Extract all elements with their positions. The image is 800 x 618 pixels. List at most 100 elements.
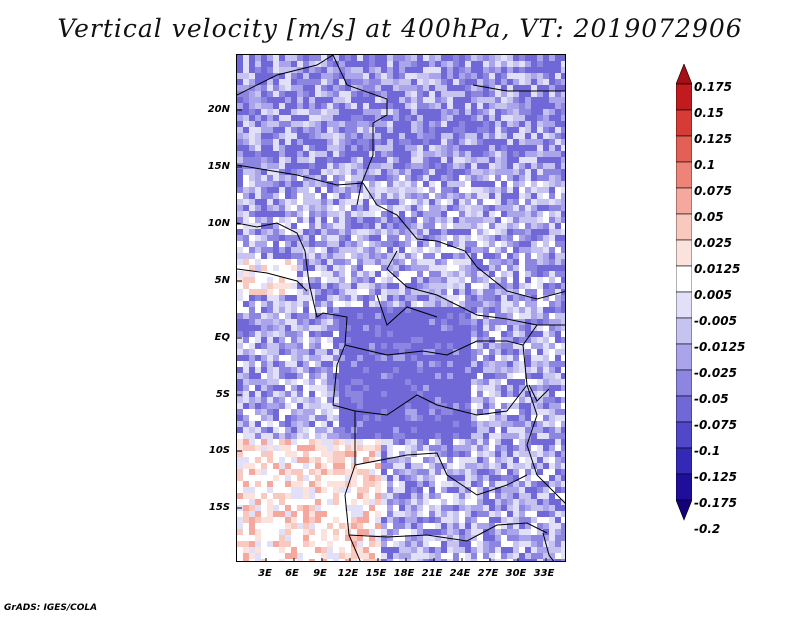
field-cell [327,133,333,139]
field-cell [249,175,255,181]
field-cell [429,325,435,331]
lon-label-18e: 18E [393,568,415,579]
field-cell [267,61,273,67]
field-cell [525,55,531,61]
field-cell [309,55,315,61]
field-cell [441,67,447,73]
field-cell [345,445,351,451]
field-cell [417,241,423,247]
field-cell [273,133,279,139]
field-cell [459,103,465,109]
field-cell [357,487,363,493]
field-cell [321,181,327,187]
field-cell [399,505,405,511]
field-cell [375,415,381,421]
field-cell [417,547,423,553]
field-cell [351,199,357,205]
field-cell [363,211,369,217]
field-cell [483,91,489,97]
field-cell [555,109,561,115]
field-cell [405,439,411,445]
field-cell [555,547,561,553]
field-cell [255,445,261,451]
field-cell [549,301,555,307]
field-cell [405,73,411,79]
field-cell [249,523,255,529]
field-cell [495,151,501,157]
field-cell [429,313,435,319]
field-cell [321,301,327,307]
field-cell [555,73,561,79]
field-cell [549,391,555,397]
field-cell [495,67,501,73]
field-cell [549,367,555,373]
field-cell [381,499,387,505]
field-cell [507,127,513,133]
field-cell [393,511,399,517]
field-cell [285,169,291,175]
field-cell [465,259,471,265]
field-cell [411,193,417,199]
field-cell [549,415,555,421]
field-cell [321,361,327,367]
field-cell [537,55,543,61]
field-cell [261,451,267,457]
field-cell [387,103,393,109]
field-cell [339,427,345,433]
field-cell [453,361,459,367]
field-cell [537,559,543,561]
field-cell [327,439,333,445]
field-cell [513,331,519,337]
field-cell [459,451,465,457]
field-cell [249,499,255,505]
field-cell [429,139,435,145]
field-cell [363,55,369,61]
field-cell [381,175,387,181]
field-cell [387,151,393,157]
field-cell [477,211,483,217]
field-cell [387,127,393,133]
field-cell [447,67,453,73]
field-cell [369,151,375,157]
field-cell [381,337,387,343]
field-cell [465,73,471,79]
field-cell [363,445,369,451]
field-cell [507,343,513,349]
field-cell [435,265,441,271]
field-cell [243,367,249,373]
field-cell [483,265,489,271]
field-cell [363,283,369,289]
field-cell [405,541,411,547]
field-cell [387,247,393,253]
field-cell [261,211,267,217]
field-cell [309,223,315,229]
field-cell [453,313,459,319]
field-cell [537,547,543,553]
field-cell [411,337,417,343]
field-cell [237,169,243,175]
field-cell [453,253,459,259]
field-cell [555,367,561,373]
field-cell [357,391,363,397]
field-cell [429,367,435,373]
field-cell [297,505,303,511]
field-cell [483,445,489,451]
field-cell [441,145,447,151]
field-cell [531,451,537,457]
field-cell [381,523,387,529]
field-cell [411,391,417,397]
field-cell [321,145,327,151]
field-cell [405,415,411,421]
field-cell [375,325,381,331]
field-cell [513,181,519,187]
field-cell [369,181,375,187]
field-cell [561,187,565,193]
field-cell [387,457,393,463]
field-cell [285,403,291,409]
field-cell [537,349,543,355]
field-cell [351,277,357,283]
field-cell [309,127,315,133]
field-cell [381,259,387,265]
field-cell [417,427,423,433]
field-cell [327,91,333,97]
